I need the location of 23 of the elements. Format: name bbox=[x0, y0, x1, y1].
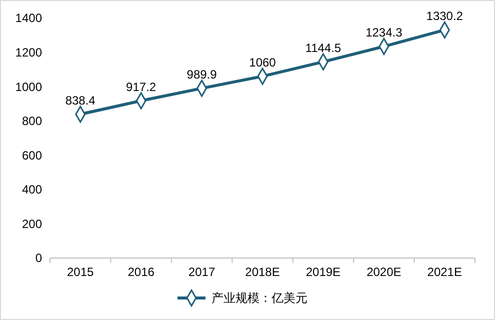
x-tick-label: 2018E bbox=[245, 265, 280, 279]
data-label: 838.4 bbox=[65, 93, 96, 108]
y-tick-label: 800 bbox=[22, 114, 42, 128]
data-label: 989.9 bbox=[186, 67, 218, 82]
x-tick-label: 2020E bbox=[366, 265, 402, 279]
x-tick-label: 2021E bbox=[427, 265, 462, 279]
y-tick-label: 200 bbox=[22, 216, 42, 231]
y-tick-label: 0 bbox=[35, 251, 42, 266]
y-tick-label: 1200 bbox=[15, 45, 42, 60]
data-label: 1144.5 bbox=[305, 40, 342, 55]
data-label: 1234.3 bbox=[366, 25, 403, 40]
x-tick-label: 2016 bbox=[128, 265, 155, 279]
x-tick-label: 2017 bbox=[188, 265, 216, 279]
x-tick-label: 2015 bbox=[67, 265, 94, 279]
y-tick-label: 1000 bbox=[15, 80, 42, 94]
data-label: 917.2 bbox=[126, 80, 156, 94]
y-tick-label: 400 bbox=[22, 182, 42, 197]
data-label: 1060 bbox=[249, 55, 276, 70]
x-tick-label: 2019E bbox=[306, 265, 341, 279]
data-label: 1330.2 bbox=[426, 8, 464, 23]
legend-label: 产业规模：亿美元 bbox=[212, 291, 308, 306]
y-tick-label: 1400 bbox=[15, 11, 42, 26]
y-tick-label: 600 bbox=[22, 148, 42, 162]
